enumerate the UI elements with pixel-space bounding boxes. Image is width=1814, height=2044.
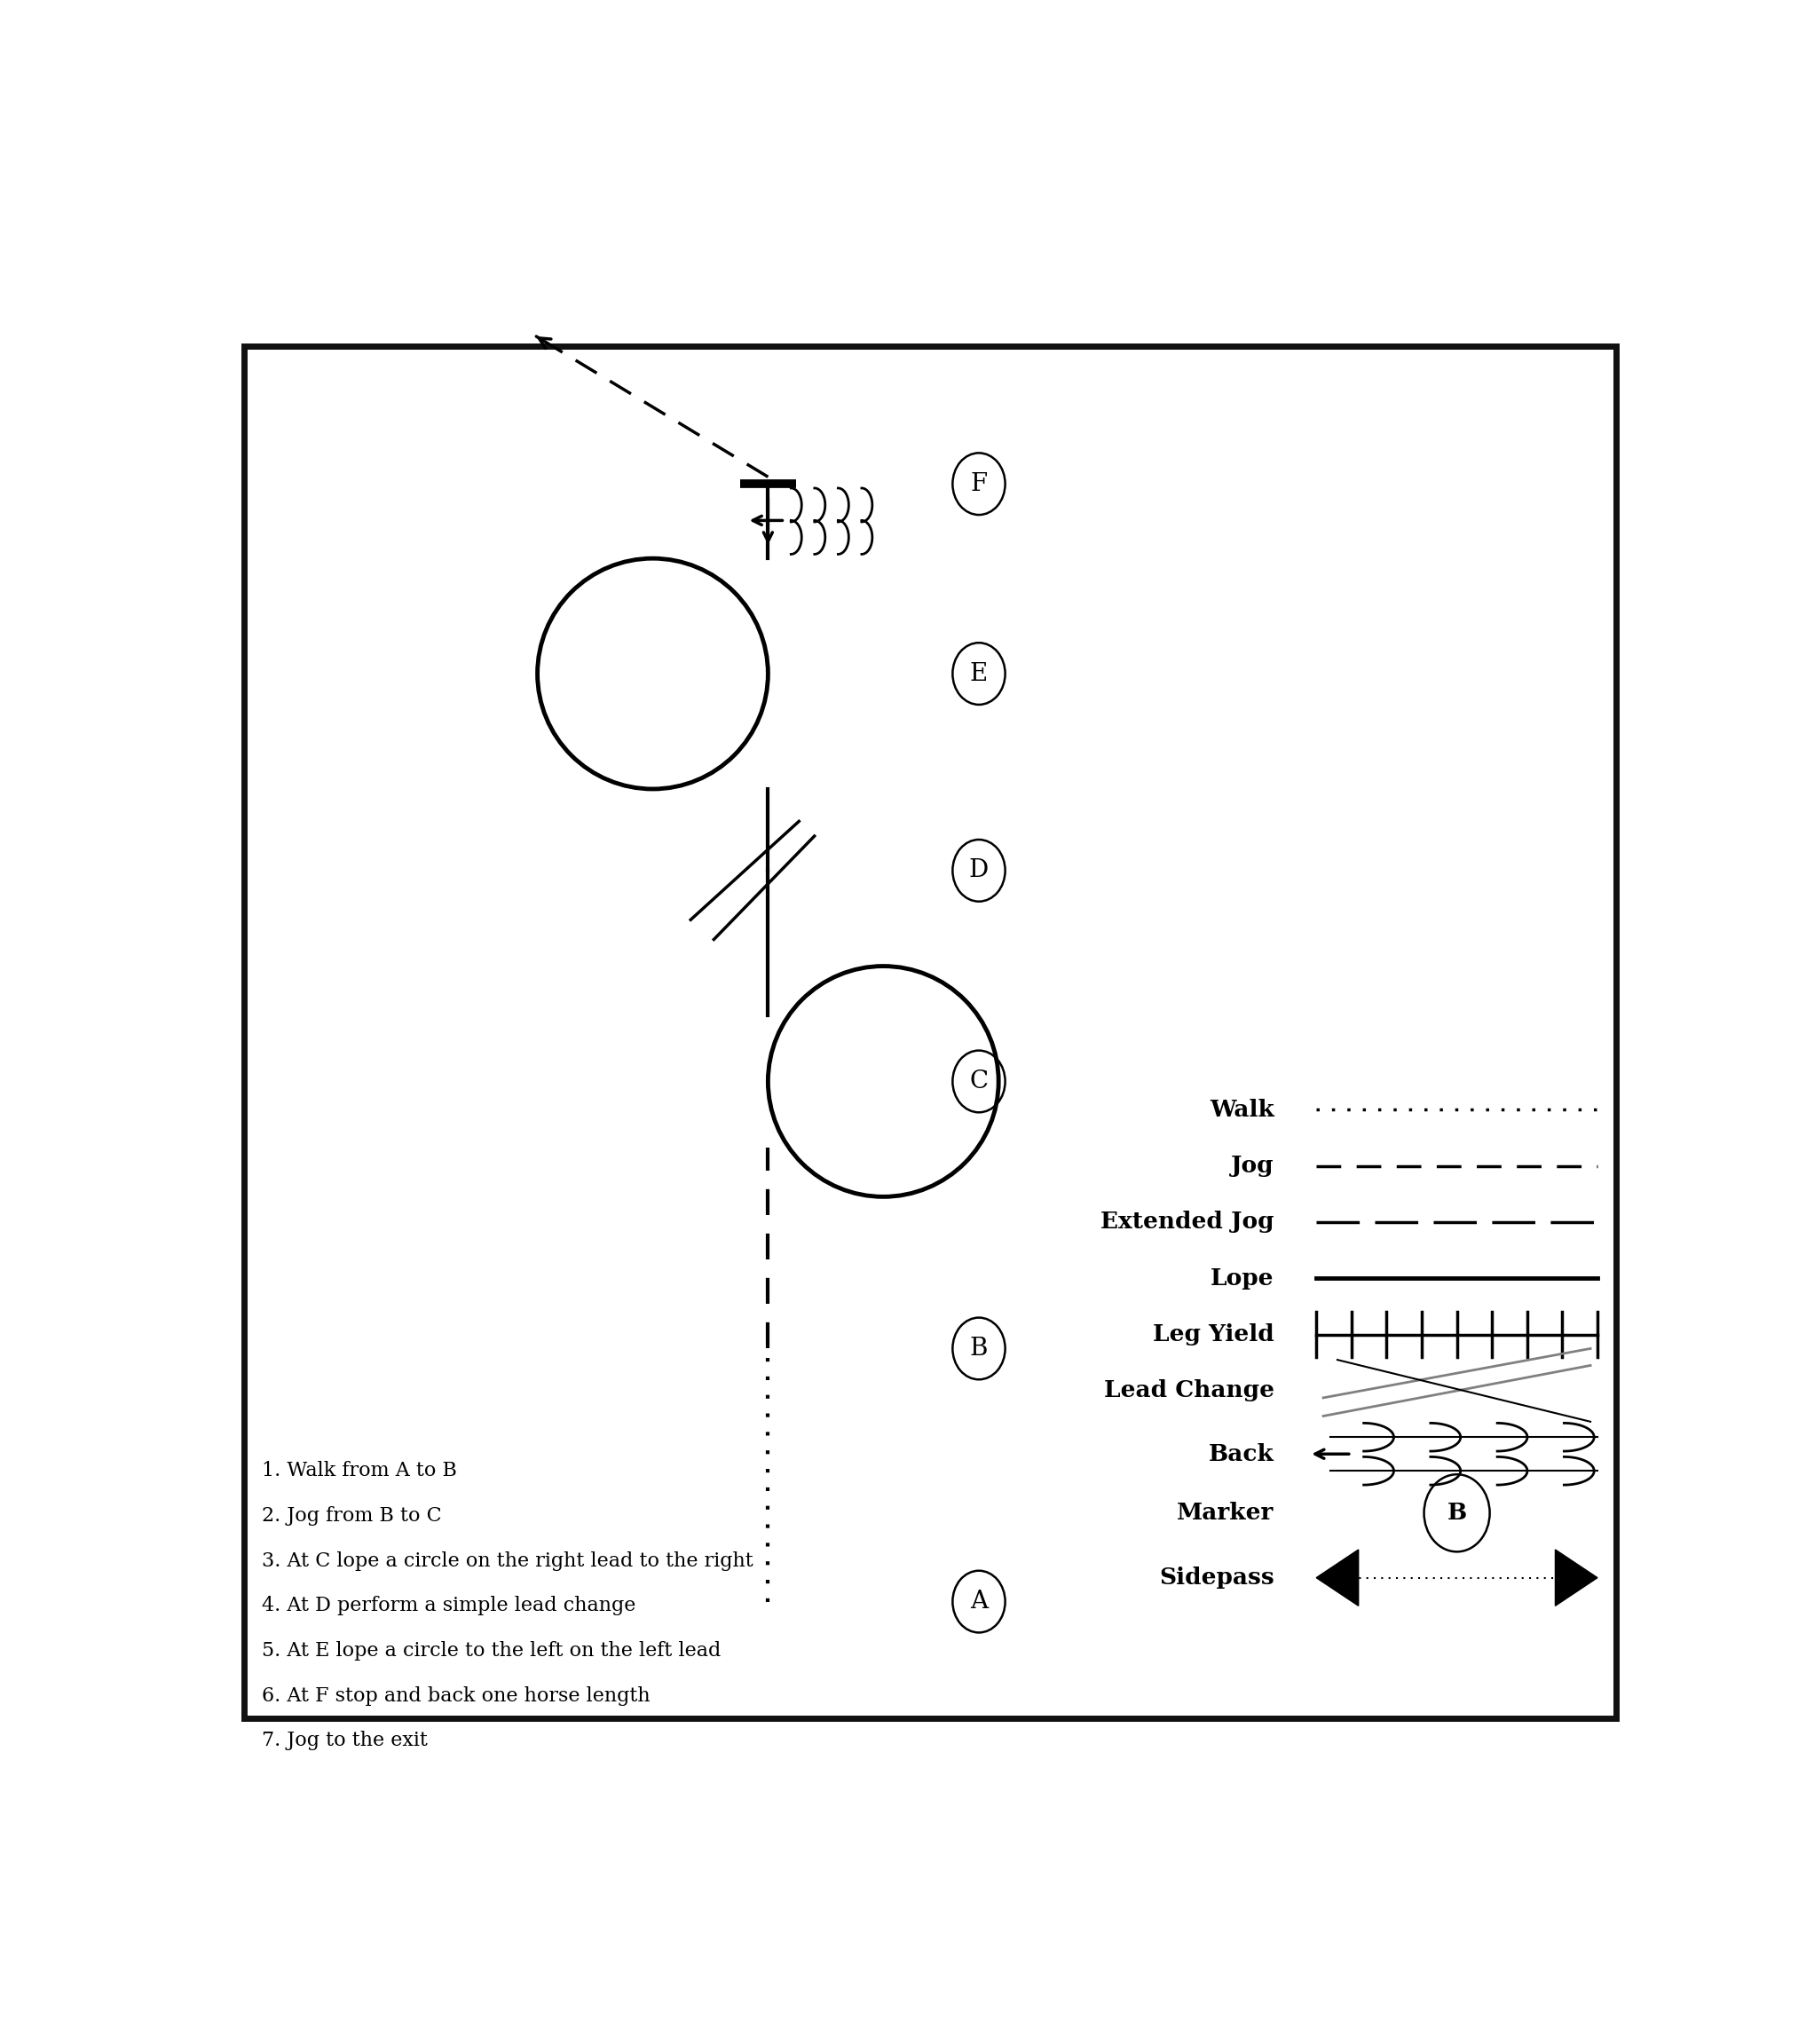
Text: D: D (969, 858, 989, 883)
Text: Lead Change: Lead Change (1103, 1380, 1273, 1402)
Text: E: E (970, 662, 989, 685)
Text: 6. At F stop and back one horse length: 6. At F stop and back one horse length (261, 1686, 649, 1705)
Polygon shape (1317, 1549, 1359, 1607)
Text: 5. At E lope a circle to the left on the left lead: 5. At E lope a circle to the left on the… (261, 1641, 720, 1660)
Text: Back: Back (1208, 1443, 1273, 1466)
Text: 7. Jog to the exit: 7. Jog to the exit (261, 1731, 428, 1750)
Text: 3. At C lope a circle on the right lead to the right: 3. At C lope a circle on the right lead … (261, 1551, 753, 1570)
Text: Walk: Walk (1210, 1098, 1273, 1120)
Text: B: B (1448, 1502, 1468, 1525)
Text: A: A (970, 1590, 989, 1613)
Text: 1. Walk from A to B: 1. Walk from A to B (261, 1461, 457, 1480)
Text: B: B (970, 1337, 989, 1361)
Text: Jog: Jog (1232, 1155, 1273, 1177)
Text: F: F (970, 472, 987, 497)
Text: 4. At D perform a simple lead change: 4. At D perform a simple lead change (261, 1596, 637, 1615)
Text: Extended Jog: Extended Jog (1101, 1210, 1273, 1233)
Text: Sidepass: Sidepass (1159, 1566, 1273, 1588)
Polygon shape (1555, 1549, 1598, 1607)
Text: Marker: Marker (1177, 1502, 1273, 1525)
Text: 2. Jog from B to C: 2. Jog from B to C (261, 1506, 443, 1525)
Text: C: C (969, 1069, 989, 1094)
Text: Lope: Lope (1210, 1267, 1273, 1290)
Text: Leg Yield: Leg Yield (1152, 1322, 1273, 1345)
